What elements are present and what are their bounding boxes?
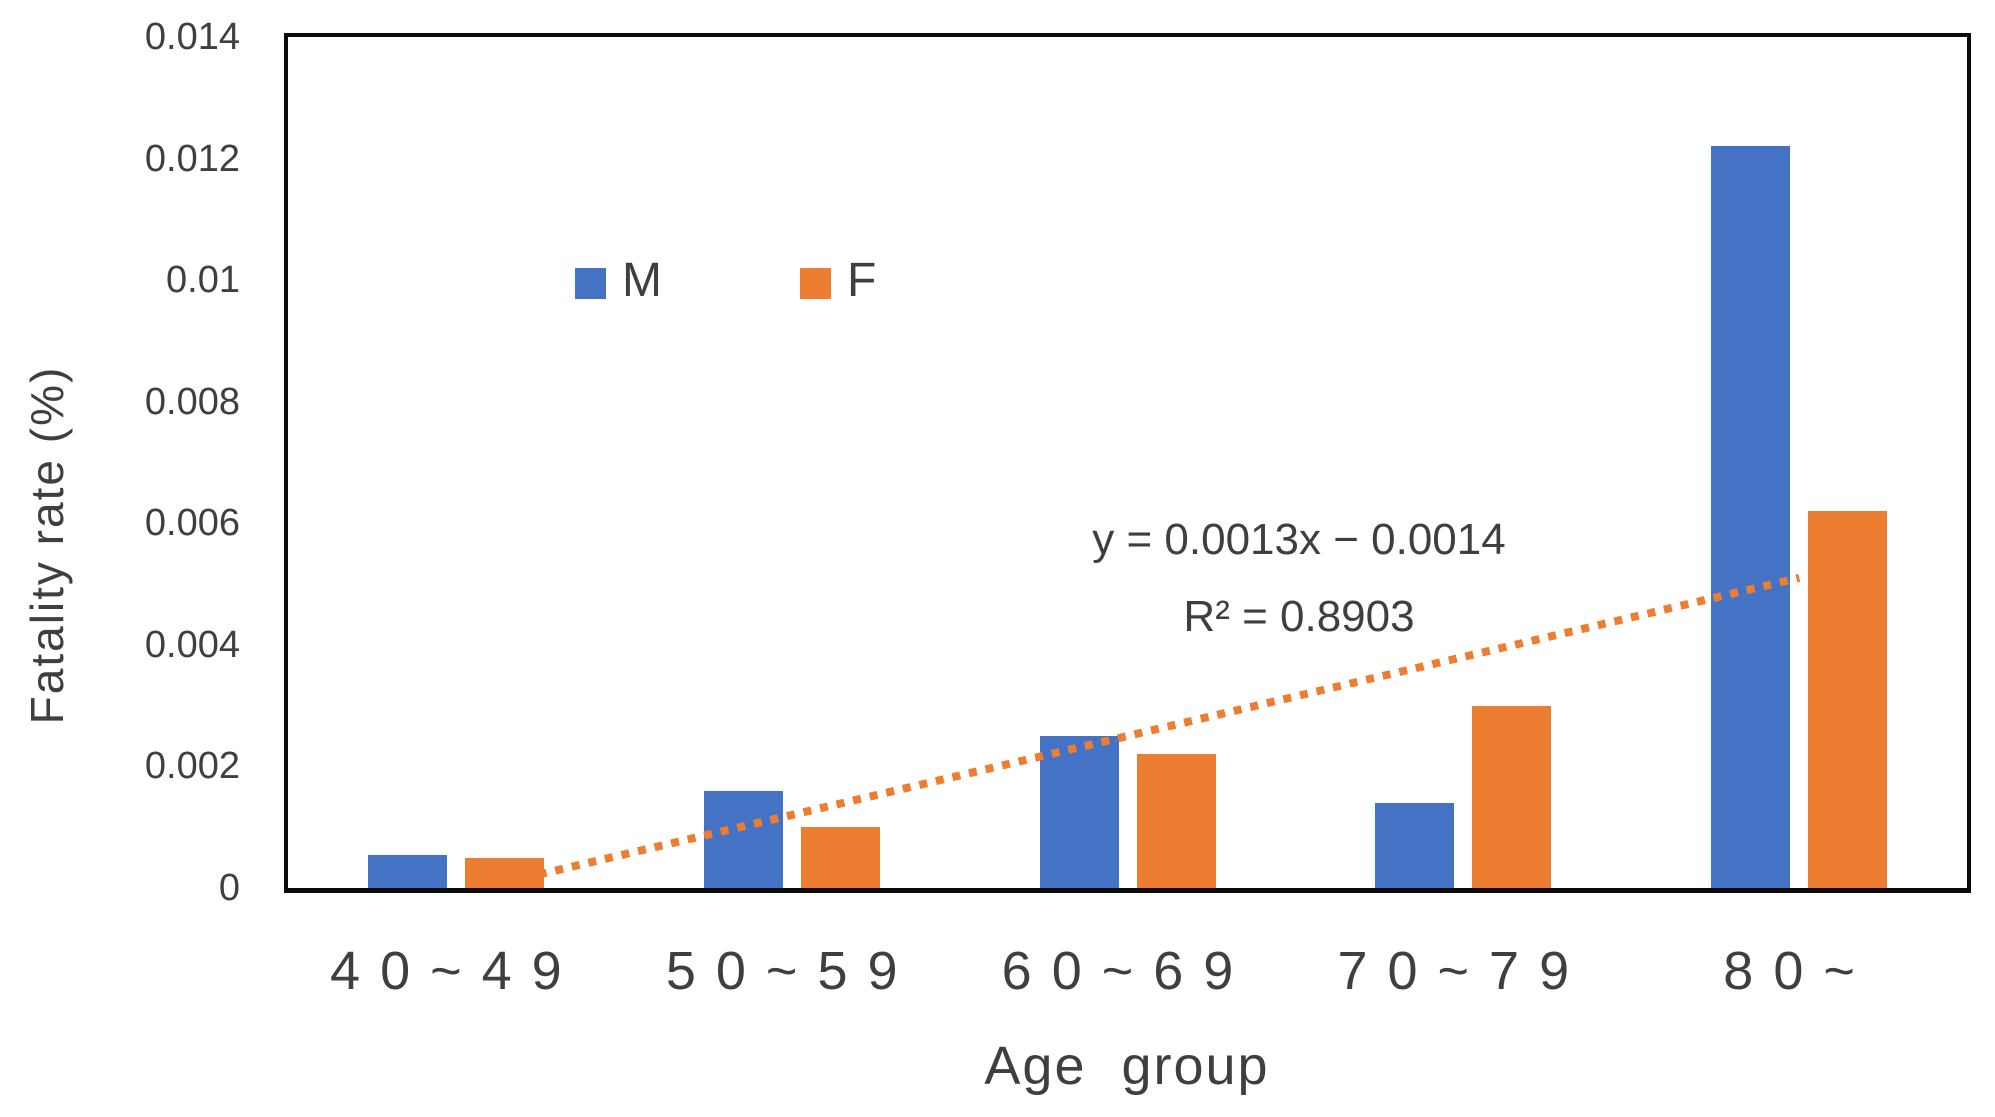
trendline-equation-label: y = 0.0013x − 0.0014 bbox=[1092, 515, 1506, 564]
y-tick-label: 0.008 bbox=[144, 380, 240, 423]
bar-f-70~79 bbox=[1472, 705, 1552, 888]
y-tick-label: 0.012 bbox=[144, 137, 240, 180]
legend-item-m: M bbox=[575, 254, 662, 307]
legend-item-f: F bbox=[800, 254, 877, 307]
y-tick-label: 0.006 bbox=[144, 502, 240, 545]
legend-label-m: M bbox=[622, 254, 662, 307]
bar-f-80~ bbox=[1808, 511, 1888, 888]
bar-f-60~69 bbox=[1136, 754, 1216, 888]
bar-f-50~59 bbox=[800, 827, 880, 888]
plot-area: M F y = 0.0013x − 0.0014 R² = 0.8903 bbox=[284, 33, 1971, 893]
bar-m-40~49 bbox=[367, 854, 447, 888]
y-tick-label: 0.002 bbox=[144, 745, 240, 788]
y-tick-label: 0.01 bbox=[166, 259, 240, 302]
legend-label-f: F bbox=[847, 254, 877, 307]
x-tick-label-80~: 80~ bbox=[1723, 941, 1875, 1001]
x-axis-title: Age group bbox=[984, 1036, 1270, 1096]
y-tick-label: 0.004 bbox=[144, 623, 240, 666]
bar-m-50~59 bbox=[703, 790, 783, 888]
y-tick-label: 0 bbox=[218, 867, 240, 909]
x-tick-label-40~49: 40~49 bbox=[330, 941, 582, 1001]
x-tick-label-50~59: 50~59 bbox=[665, 941, 918, 1001]
x-tick-label-60~69: 60~69 bbox=[1001, 941, 1254, 1001]
x-tick-label-70~79: 70~79 bbox=[1337, 941, 1590, 1001]
y-tick-label: 0.014 bbox=[144, 16, 240, 58]
trendline-r-squared-label: R² = 0.8903 bbox=[1183, 592, 1415, 641]
legend-swatch-m bbox=[575, 268, 606, 299]
bar-m-60~69 bbox=[1039, 736, 1119, 888]
bar-m-80~ bbox=[1711, 146, 1791, 888]
bar-m-70~79 bbox=[1375, 802, 1455, 888]
legend-swatch-f bbox=[800, 268, 831, 299]
